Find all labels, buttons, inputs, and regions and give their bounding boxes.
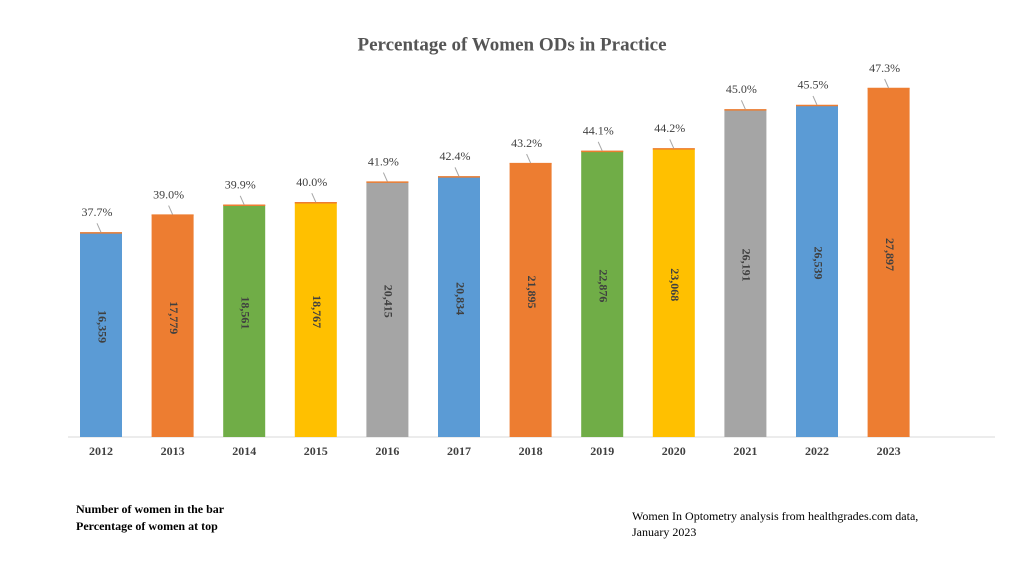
x-tick-label: 2021 <box>733 444 757 458</box>
leader-line <box>597 141 603 152</box>
x-tick-label: 2018 <box>519 444 543 458</box>
x-tick-label: 2019 <box>590 444 614 458</box>
bar-value-label: 17,779 <box>167 301 181 334</box>
x-tick-label: 2020 <box>662 444 686 458</box>
bar-value-label: 22,876 <box>596 269 610 302</box>
bar <box>366 181 409 437</box>
percentage-label: 39.0% <box>153 187 184 201</box>
percentage-label: 43.2% <box>511 136 542 150</box>
leader-line <box>669 139 675 149</box>
percentage-label: 45.0% <box>726 82 757 96</box>
x-tick-label: 2014 <box>232 444 256 458</box>
x-tick-label: 2013 <box>161 444 185 458</box>
bar <box>509 163 552 437</box>
percentage-label: 44.2% <box>654 121 685 135</box>
x-tick-label: 2016 <box>375 444 399 458</box>
bar-value-label: 20,834 <box>453 282 467 315</box>
bar <box>223 204 266 437</box>
bar <box>294 202 337 437</box>
leader-line <box>311 193 317 203</box>
bar-value-label: 26,191 <box>740 249 754 282</box>
percentage-label: 41.9% <box>368 154 399 168</box>
leader-line <box>740 100 746 110</box>
bar <box>151 214 194 437</box>
leader-line <box>382 172 388 182</box>
leader-line <box>96 223 102 233</box>
leader-line <box>812 95 818 106</box>
bar-value-label: 16,359 <box>95 310 109 343</box>
bar <box>581 150 624 437</box>
bar-value-label: 26,539 <box>811 246 825 279</box>
bar <box>652 148 695 437</box>
source: Women In Optometry analysis from healthg… <box>632 509 918 523</box>
percentage-label: 42.4% <box>440 149 471 163</box>
leader-line <box>239 195 245 205</box>
bar-value-label: 20,415 <box>382 285 396 318</box>
source: January 2023 <box>632 525 696 539</box>
percentage-label: 39.9% <box>225 178 256 192</box>
bar <box>438 176 480 437</box>
percentage-label: 37.7% <box>82 205 113 219</box>
x-tick-label: 2022 <box>805 444 829 458</box>
x-tick-label: 2015 <box>304 444 328 458</box>
x-tick-label: 2023 <box>877 444 901 458</box>
bar <box>724 109 767 437</box>
percentage-label: 40.0% <box>296 175 327 189</box>
bar-value-label: 23,068 <box>668 268 682 301</box>
x-tick-label: 2012 <box>89 444 113 458</box>
chart-title: Percentage of Women ODs in Practice <box>357 34 666 55</box>
leader-line <box>454 167 460 177</box>
note: Percentage of women at top <box>76 519 218 533</box>
bar-value-label: 21,895 <box>525 276 539 309</box>
percentage-label: 45.5% <box>798 78 829 92</box>
bar-value-label: 18,561 <box>238 296 252 329</box>
leader-line <box>526 153 532 164</box>
percentage-label: 44.1% <box>583 124 614 138</box>
bar <box>796 104 838 437</box>
leader-line <box>168 205 174 215</box>
x-tick-label: 2017 <box>447 444 471 458</box>
leader-line <box>884 78 890 89</box>
percentage-label: 47.3% <box>869 61 900 75</box>
bar-value-label: 18,767 <box>310 295 324 328</box>
bar <box>80 232 122 437</box>
bar <box>867 88 910 437</box>
bar-value-label: 27,897 <box>883 238 897 271</box>
note: Number of women in the bar <box>76 502 225 516</box>
